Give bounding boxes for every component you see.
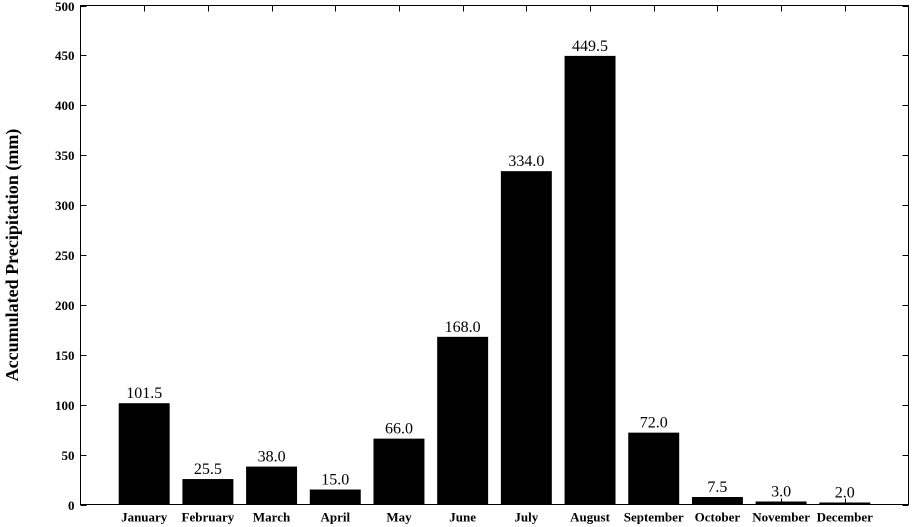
y-tick-label: 0 <box>68 498 75 513</box>
y-tick-label: 400 <box>55 98 75 113</box>
data-label-november: 3.0 <box>771 484 791 501</box>
bar-october <box>691 497 743 505</box>
bar-december <box>819 502 871 505</box>
data-label-january: 101.5 <box>126 385 162 402</box>
y-tick-label: 300 <box>55 198 75 213</box>
bar-march <box>246 466 298 505</box>
bar-august <box>564 55 616 505</box>
data-label-july: 334.0 <box>508 153 544 170</box>
y-tick-label: 450 <box>55 48 75 63</box>
data-label-may: 66.0 <box>385 421 413 438</box>
bar-july <box>500 171 552 505</box>
y-tick-label: 200 <box>55 298 75 313</box>
y-tick-label: 150 <box>55 348 75 363</box>
x-axis-ticks <box>144 5 846 505</box>
category-label-july: July <box>514 510 538 525</box>
category-label-january: January <box>121 510 168 525</box>
data-label-december: 2.0 <box>835 485 855 502</box>
category-label-november: November <box>752 510 810 525</box>
category-label-december: December <box>817 510 874 525</box>
bar-june <box>437 336 489 505</box>
data-label-august: 449.5 <box>572 38 608 55</box>
y-tick-label: 50 <box>62 448 75 463</box>
category-label-august: August <box>570 510 610 525</box>
category-label-march: March <box>253 510 291 525</box>
data-label-september: 72.0 <box>640 415 668 432</box>
y-tick-label: 500 <box>55 0 75 14</box>
plot-frame <box>80 5 909 505</box>
bar-may <box>373 438 425 505</box>
bars-group <box>118 55 871 505</box>
category-label-october: October <box>695 510 741 525</box>
data-label-february: 25.5 <box>194 461 222 478</box>
bar-april <box>309 489 361 505</box>
y-axis-ticks: 0 50 100 150 200 250 300 350 400 450 500 <box>55 0 909 513</box>
y-axis-title: Accumulated Precipitation (mm) <box>2 129 23 382</box>
y-tick-label: 250 <box>55 248 75 263</box>
category-label-september: September <box>624 510 684 525</box>
category-label-may: May <box>386 510 412 525</box>
bar-february <box>182 479 234 505</box>
bar-september <box>628 432 680 505</box>
plot-area-border <box>80 5 909 505</box>
data-label-march: 38.0 <box>258 449 286 466</box>
category-label-april: April <box>320 510 350 525</box>
y-tick-label: 100 <box>55 398 75 413</box>
data-label-june: 168.0 <box>445 319 481 336</box>
category-label-february: February <box>182 510 235 525</box>
y-tick-label: 350 <box>55 148 75 163</box>
bar-november <box>755 501 807 505</box>
data-labels-group: 101.5 25.5 38.0 15.0 66.0 168.0 334.0 449.5 72.0… <box>126 38 855 502</box>
category-labels-group: January February March April May June July Augu… <box>121 510 873 525</box>
bar-january <box>118 403 170 505</box>
data-label-october: 7.5 <box>707 479 727 496</box>
category-label-june: June <box>449 510 476 525</box>
data-label-april: 15.0 <box>321 472 349 489</box>
